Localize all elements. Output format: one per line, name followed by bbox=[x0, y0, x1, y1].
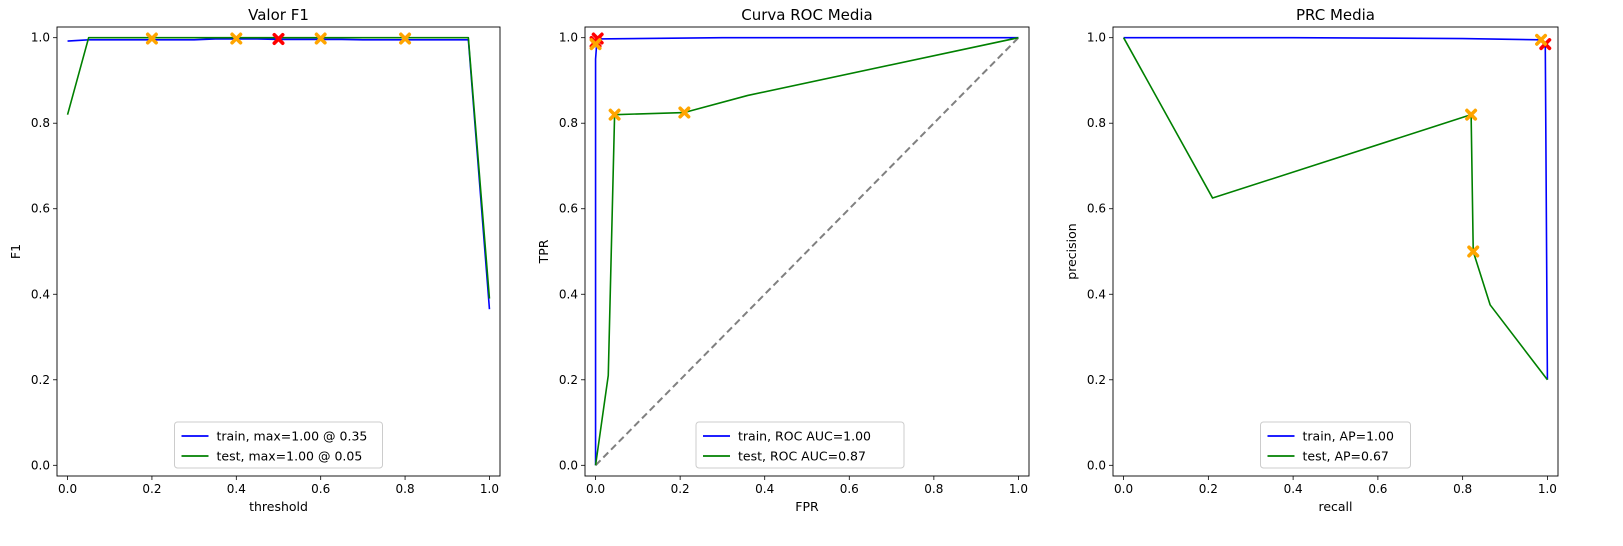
threshold-marker bbox=[1467, 245, 1480, 258]
x-axis-label: threshold bbox=[249, 499, 308, 514]
marker-stroke bbox=[1535, 33, 1548, 46]
legend-label: train, max=1.00 @ 0.35 bbox=[217, 429, 368, 444]
x-tick-label: 0.6 bbox=[311, 482, 330, 496]
y-tick-label: 1.0 bbox=[31, 31, 50, 45]
threshold-marker bbox=[678, 106, 691, 119]
plot-area bbox=[589, 32, 1020, 467]
plot-area bbox=[66, 32, 491, 310]
y-tick-label: 0.4 bbox=[1087, 287, 1106, 301]
marker-stroke bbox=[230, 32, 243, 45]
y-tick-label: 0.8 bbox=[1087, 116, 1106, 130]
y-tick-label: 0.6 bbox=[31, 202, 50, 216]
legend-label: train, ROC AUC=1.00 bbox=[738, 429, 871, 444]
marker-stroke bbox=[608, 108, 621, 121]
legend-label: train, AP=1.00 bbox=[1303, 429, 1394, 444]
y-tick-label: 0.6 bbox=[559, 202, 578, 216]
marker-stroke bbox=[678, 106, 691, 119]
x-tick-label: 1.0 bbox=[480, 482, 499, 496]
y-tick-label: 0.0 bbox=[31, 458, 50, 472]
chart-panel-3: PRC Media 0.0 0.2 0.4 0.6 0.8 1.0 0.0 0.2 0.4 0.6 0… bbox=[1064, 6, 1559, 514]
x-tick-label: 0.6 bbox=[840, 482, 859, 496]
chart-panel-1: Valor F1 0.0 0.2 0.4 0.6 0.8 1.0 0.0 0.2 0.4 0.6 0.… bbox=[8, 6, 501, 514]
plot-area bbox=[1122, 33, 1552, 381]
y-tick-label: 0.4 bbox=[559, 287, 578, 301]
legend: train, ROC AUC=1.00 test, ROC AUC=0.87 bbox=[695, 421, 905, 469]
x-axis-label: FPR bbox=[795, 499, 819, 514]
legend-box bbox=[174, 421, 383, 469]
chart-title: PRC Media bbox=[1296, 6, 1375, 24]
threshold-marker bbox=[1535, 33, 1548, 46]
legend-box bbox=[695, 421, 905, 469]
x-tick-label: 0.4 bbox=[227, 482, 246, 496]
series-line-test bbox=[66, 36, 491, 299]
x-tick-label: 0.8 bbox=[396, 482, 415, 496]
chance-diagonal-line bbox=[594, 36, 1020, 467]
legend-label: test, AP=0.67 bbox=[1303, 449, 1389, 464]
y-tick-label: 0.2 bbox=[31, 373, 50, 387]
x-tick-label: 1.0 bbox=[1009, 482, 1028, 496]
threshold-marker bbox=[589, 38, 602, 51]
threshold-marker bbox=[1465, 108, 1478, 121]
x-tick-label: 0.4 bbox=[1284, 482, 1303, 496]
x-tick-label: 0.6 bbox=[1368, 482, 1387, 496]
chart-title: Curva ROC Media bbox=[741, 6, 873, 24]
x-tick-label: 0.2 bbox=[142, 482, 161, 496]
legend-box bbox=[1260, 421, 1411, 469]
axes-frame bbox=[56, 26, 501, 477]
x-axis-label: recall bbox=[1318, 499, 1352, 514]
y-axis-label: F1 bbox=[8, 244, 23, 259]
y-tick-label: 0.8 bbox=[559, 116, 578, 130]
x-tick-label: 0.2 bbox=[1199, 482, 1218, 496]
x-tick-label: 0.8 bbox=[1453, 482, 1472, 496]
axes-frame bbox=[584, 26, 1030, 477]
marker-stroke bbox=[589, 38, 602, 51]
y-tick-label: 0.6 bbox=[1087, 202, 1106, 216]
legend: train, AP=1.00 test, AP=0.67 bbox=[1260, 421, 1411, 469]
chart-panel-2: Curva ROC Media 0.0 0.2 0.4 0.6 0.8 1.0 0.0 0.2 0… bbox=[536, 6, 1030, 514]
x-tick-label: 0.0 bbox=[586, 482, 605, 496]
y-tick-label: 0.2 bbox=[1087, 373, 1106, 387]
marker-stroke bbox=[1465, 108, 1478, 121]
series-line-test bbox=[594, 36, 1019, 466]
threshold-marker bbox=[230, 32, 243, 45]
y-tick-label: 0.2 bbox=[559, 373, 578, 387]
threshold-marker bbox=[608, 108, 621, 121]
x-tick-label: 0.4 bbox=[755, 482, 774, 496]
legend-label: test, max=1.00 @ 0.05 bbox=[217, 449, 363, 464]
legend-label: test, ROC AUC=0.87 bbox=[738, 449, 866, 464]
threshold-marker bbox=[272, 32, 285, 45]
threshold-marker bbox=[145, 32, 158, 45]
x-tick-label: 0.8 bbox=[924, 482, 943, 496]
marker-stroke bbox=[145, 32, 158, 45]
marker-stroke bbox=[314, 32, 327, 45]
y-tick-label: 1.0 bbox=[559, 31, 578, 45]
y-tick-label: 0.0 bbox=[559, 458, 578, 472]
y-tick-label: 0.0 bbox=[1087, 458, 1106, 472]
threshold-marker bbox=[314, 32, 327, 45]
x-tick-label: 0.2 bbox=[671, 482, 690, 496]
series-line-test bbox=[1122, 37, 1549, 381]
y-tick-label: 0.8 bbox=[31, 116, 50, 130]
marker-stroke bbox=[399, 32, 412, 45]
threshold-marker bbox=[399, 32, 412, 45]
axes-frame bbox=[1112, 26, 1559, 477]
marker-stroke bbox=[1467, 245, 1480, 258]
y-axis-label: precision bbox=[1064, 223, 1079, 279]
legend: train, max=1.00 @ 0.35 test, max=1.00 @ 0… bbox=[174, 421, 383, 469]
x-tick-label: 0.0 bbox=[58, 482, 77, 496]
y-axis-label: TPR bbox=[536, 239, 551, 264]
x-tick-label: 1.0 bbox=[1538, 482, 1557, 496]
series-line-train bbox=[1123, 36, 1549, 380]
x-tick-label: 0.0 bbox=[1114, 482, 1133, 496]
y-tick-label: 0.4 bbox=[31, 287, 50, 301]
y-tick-label: 1.0 bbox=[1087, 31, 1106, 45]
series-line-train bbox=[67, 38, 491, 310]
marker-stroke bbox=[272, 32, 285, 45]
chart-title: Valor F1 bbox=[248, 6, 309, 24]
